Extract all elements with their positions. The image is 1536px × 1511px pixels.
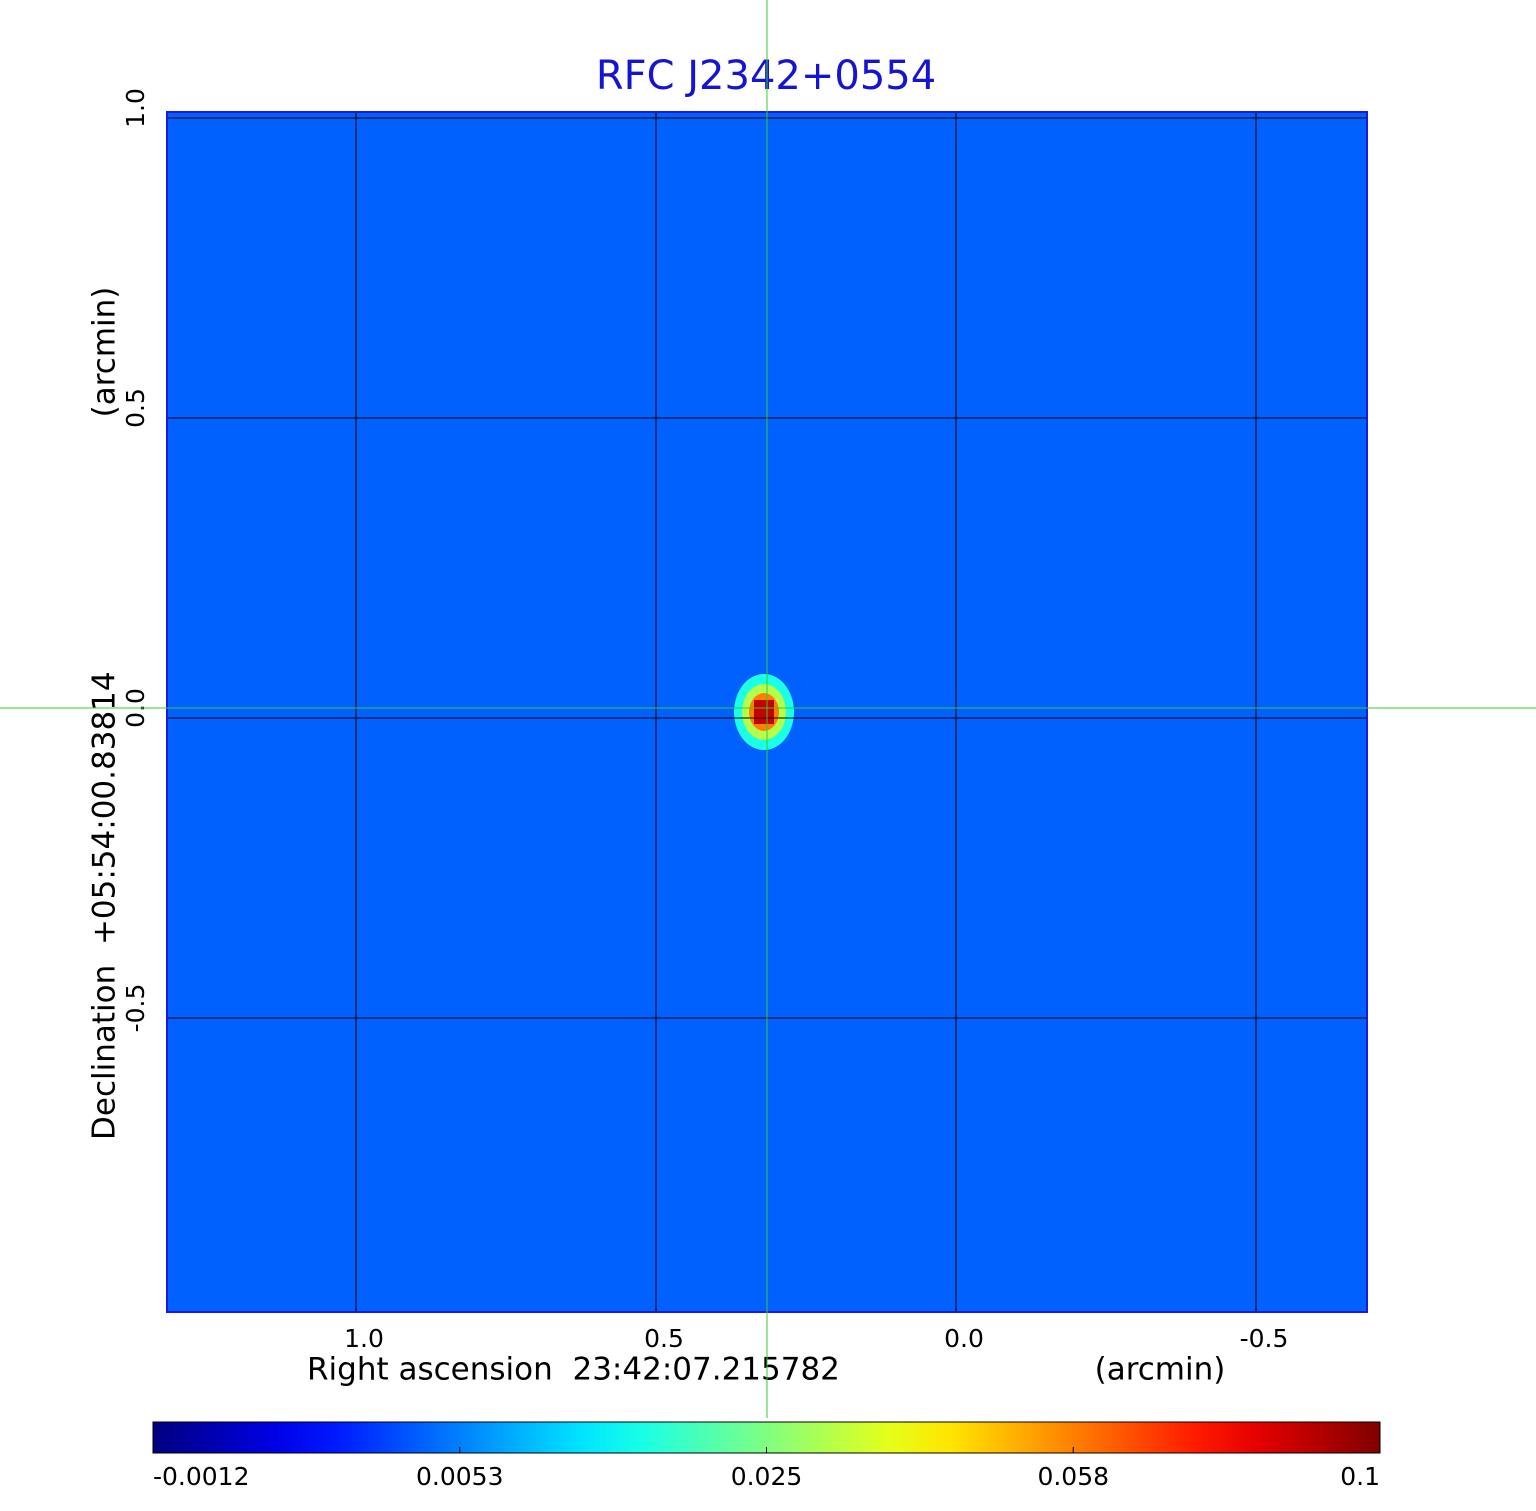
colorbar-tick-label: 0.025: [731, 1462, 803, 1491]
y-tick-label: 1.0: [121, 88, 150, 128]
colorbar-tick-label: 0.0053: [416, 1462, 503, 1491]
y-tick-label: -0.5: [121, 984, 150, 1033]
y-axis-unit: (arcmin): [87, 287, 123, 418]
x-tick-label: 0.0: [944, 1324, 984, 1353]
colorbar-tick-label: -0.0012: [153, 1462, 250, 1491]
chart-title: RFC J2342+0554: [596, 53, 936, 99]
colorbar-tick-label: 0.1: [1340, 1462, 1380, 1491]
x-tick-label: -0.5: [1240, 1324, 1289, 1353]
x-tick-label: 0.5: [644, 1324, 684, 1353]
y-tick-label: 0.5: [121, 388, 150, 428]
x-tick-label: 1.0: [344, 1324, 384, 1353]
source: [734, 674, 794, 750]
x-axis-unit: (arcmin): [1095, 1352, 1226, 1388]
source-peak: [754, 700, 774, 724]
y-axis-label: Declination +05:54:00.83814: [87, 671, 123, 1140]
x-axis-label: Right ascension 23:42:07.215782: [307, 1352, 840, 1388]
colorbar-tick-label: 0.058: [1037, 1462, 1109, 1491]
